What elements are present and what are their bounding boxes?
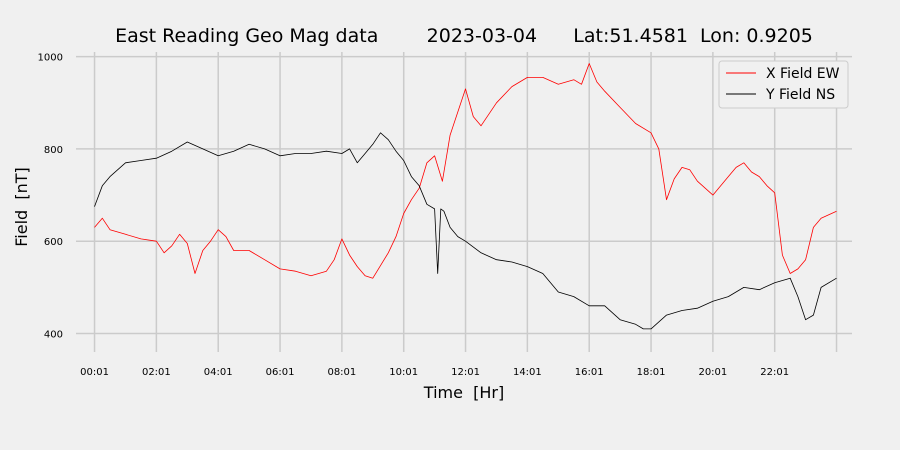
x-tick-label: 16:01: [575, 367, 604, 378]
x-tick-label: 08:01: [327, 367, 356, 378]
legend-label-x-field: X Field EW: [766, 66, 840, 82]
y-tick-label: 600: [44, 237, 63, 248]
x-tick-label: 12:01: [451, 367, 480, 378]
y-axis-label: Field [nT]: [12, 167, 31, 247]
series-line-1: [94, 132, 837, 330]
series-lines: [94, 63, 837, 330]
x-tick-label: 22:01: [760, 367, 789, 378]
grid: [76, 52, 852, 352]
y-tick-labels: 400 600 800 1000: [38, 53, 63, 341]
x-tick-label: 18:01: [637, 367, 666, 378]
legend: X Field EW Y Field NS: [718, 60, 849, 109]
x-tick-label: 10:01: [389, 367, 418, 378]
x-tick-labels: 00:01 02:01 04:01 06:01 08:01 10:01 12:01 14:01…: [80, 367, 789, 378]
series-line-0: [94, 63, 837, 279]
y-tick-label: 1000: [38, 53, 63, 64]
chart-title: East Reading Geo Mag data 2023-03-04 Lat…: [115, 25, 813, 47]
x-tick-label: 04:01: [204, 367, 233, 378]
legend-label-y-field: Y Field NS: [765, 87, 835, 103]
x-axis-label: Time [Hr]: [423, 383, 504, 402]
x-tick-label: 06:01: [266, 367, 295, 378]
y-tick-label: 800: [44, 145, 63, 156]
x-tick-label: 20:01: [698, 367, 727, 378]
x-tick-label: 00:01: [80, 367, 109, 378]
y-tick-label: 400: [44, 330, 63, 341]
x-tick-label: 02:01: [142, 367, 171, 378]
x-tick-label: 14:01: [513, 367, 542, 378]
